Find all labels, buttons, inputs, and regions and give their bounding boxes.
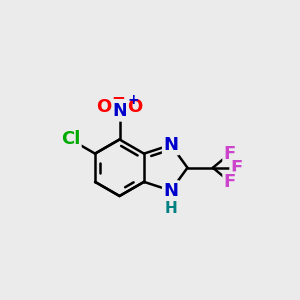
Text: Cl: Cl xyxy=(61,130,80,148)
Text: F: F xyxy=(231,159,243,177)
Text: −: − xyxy=(112,88,126,106)
Text: O: O xyxy=(96,98,112,116)
Text: F: F xyxy=(224,145,236,163)
Text: +: + xyxy=(127,92,139,106)
Text: O: O xyxy=(128,98,143,116)
Text: N: N xyxy=(112,102,127,120)
Text: H: H xyxy=(164,201,177,216)
Text: N: N xyxy=(164,136,178,154)
Text: N: N xyxy=(164,182,178,200)
Text: F: F xyxy=(224,173,236,191)
